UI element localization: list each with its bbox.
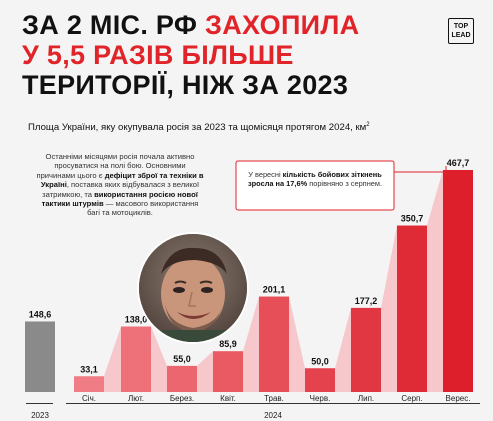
value-label: 55,0 [173, 354, 191, 364]
headline-line2: У 5,5 РАЗІВ БІЛЬШЕ [22, 40, 294, 70]
x-tick-label: Квіт. [220, 394, 236, 403]
annotation-right-box [235, 160, 395, 211]
value-label: 85,9 [219, 339, 237, 349]
value-label: 50,0 [311, 356, 329, 366]
group-label-2024: 2024 [264, 411, 282, 420]
group-label-2023: 2023 [31, 411, 49, 420]
annotation-right: У вересні кількість бойових зіткнень зро… [242, 170, 388, 188]
annotation-left: Останніми місяцями росія почала активно … [36, 152, 204, 218]
x-tick-label: Черв. [310, 394, 331, 403]
x-tick-label: Берез. [170, 394, 194, 403]
value-label: 138,0 [125, 314, 148, 324]
x-tick-label: Січ. [82, 394, 96, 403]
year-2023-rule [26, 403, 53, 404]
chart-subtitle-text: Площа України, яку окупувала росія за 20… [28, 122, 367, 134]
headline-line3: ТЕРИТОРІЇ, НІЖ ЗА 2023 [22, 70, 349, 100]
x-tick-label: Серп. [401, 394, 422, 403]
bar-2024-7 [351, 307, 381, 392]
value-label: 177,2 [355, 296, 378, 306]
annotation-right-leader [394, 166, 447, 173]
x-tick-label: Лип. [358, 394, 374, 403]
bar-2024-5 [259, 296, 289, 392]
bar-2024-6 [305, 368, 335, 392]
bar-2024-4 [213, 351, 243, 392]
logo-line2: LEAD [451, 32, 471, 39]
annotation-left-text-3: — масового використання багі та мотоцикл… [87, 199, 199, 218]
bar-2024-8 [397, 225, 427, 392]
logo-line1: TOP [453, 23, 469, 30]
annotation-right-bold: кількість бойових зіткнень зросла на 17,… [247, 170, 382, 188]
bar-2024-1 [74, 376, 104, 392]
annotation-left-bold-1: дефіцит зброї та техніки в Україні [40, 170, 204, 190]
value-label: 350,7 [401, 214, 424, 224]
value-label: 148,6 [29, 309, 52, 319]
annotation-right-text-2: порівняно з серпнем. [307, 179, 383, 188]
x-tick-label: Верес. [446, 394, 471, 403]
chart-subtitle: Площа України, яку окупувала росія за 20… [28, 122, 488, 133]
face-illustration [139, 234, 247, 342]
bar-2023 [25, 321, 55, 392]
headline-line1-black: ЗА 2 МІС. РФ [22, 10, 206, 40]
value-label: 33,1 [80, 364, 98, 374]
value-label: 201,1 [263, 285, 286, 295]
headline: ЗА 2 МІС. РФ ЗАХОПИЛА У 5,5 РАЗІВ БІЛЬШЕ… [22, 10, 442, 100]
year-2024-rule [66, 403, 480, 404]
value-label: 467,7 [447, 158, 470, 168]
x-tick-label: Лют. [128, 394, 144, 403]
chart-layer: 148,6 33,1 Січ. 138,0 Лют. 55,0 Берез. 85,9 Квіт… [25, 158, 473, 403]
annotation-left-text-1: Останніми місяцями росія почала активно … [36, 152, 195, 180]
bar-2024-2 [121, 326, 151, 392]
headline-line1-red: ЗАХОПИЛА [205, 10, 360, 40]
bar-2024-9 [443, 170, 473, 392]
annotation-right-text-1: У вересні [248, 170, 283, 179]
annotation-left-text-2: , поставка яких відбувалася з великої за… [42, 180, 200, 199]
annotation-left-bold-2: використання росією нової тактики штурмі… [41, 189, 198, 209]
portrait-photo [139, 234, 247, 342]
bar-2024-3 [167, 365, 197, 392]
x-tick-label: Трав. [264, 394, 284, 403]
chart-subtitle-unit-sup: 2 [366, 122, 370, 128]
top-lead-logo: TOP LEAD [448, 18, 474, 44]
